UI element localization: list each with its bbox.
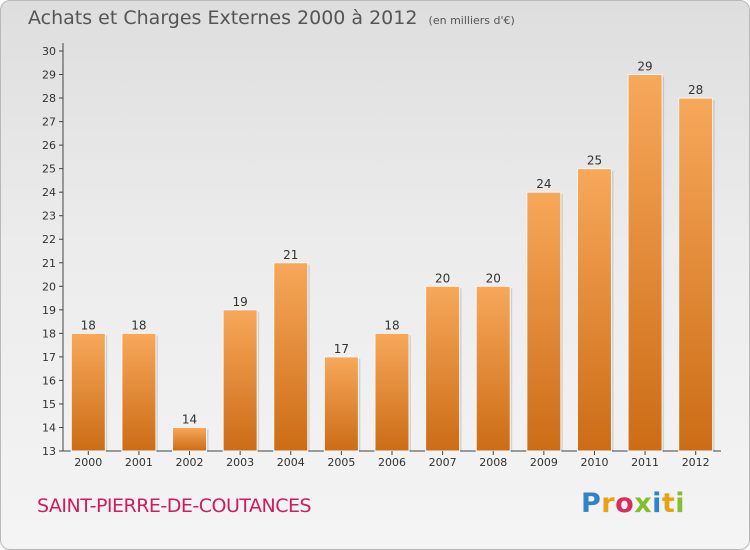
x-tick-label: 2006 bbox=[378, 456, 406, 469]
bar-value-label: 14 bbox=[182, 412, 197, 426]
x-tick-label: 2010 bbox=[580, 456, 608, 469]
x-tick-label: 2005 bbox=[327, 456, 355, 469]
chart-title: Achats et Charges Externes 2000 à 2012 bbox=[28, 7, 418, 29]
y-tick-label: 21 bbox=[42, 257, 56, 270]
x-tick-label: 2007 bbox=[429, 456, 457, 469]
y-tick-label: 15 bbox=[42, 398, 56, 411]
x-tick-label: 2004 bbox=[277, 456, 305, 469]
bar-value-label: 29 bbox=[637, 60, 652, 74]
bar-value-label: 19 bbox=[233, 295, 248, 309]
bar-value-label: 18 bbox=[131, 318, 146, 332]
chart-title-row: Achats et Charges Externes 2000 à 2012 (… bbox=[28, 7, 515, 29]
bar bbox=[323, 356, 359, 452]
bar bbox=[526, 191, 562, 452]
bar-value-label: 18 bbox=[81, 318, 96, 332]
y-tick-label: 24 bbox=[42, 186, 56, 199]
x-tick-label: 2000 bbox=[74, 456, 102, 469]
bar bbox=[678, 97, 714, 452]
bar bbox=[273, 262, 309, 452]
y-tick-label: 30 bbox=[42, 45, 56, 58]
x-tick-label: 2001 bbox=[125, 456, 153, 469]
y-tick-label: 13 bbox=[42, 445, 56, 458]
y-tick-label: 25 bbox=[42, 163, 56, 176]
y-tick-label: 22 bbox=[42, 233, 56, 246]
logo-letter: r bbox=[601, 488, 616, 519]
bar bbox=[172, 426, 208, 452]
x-tick-label: 2011 bbox=[631, 456, 659, 469]
proxiti-logo: Proxiti bbox=[581, 488, 685, 519]
bar-value-label: 24 bbox=[536, 177, 551, 191]
y-tick-label: 23 bbox=[42, 210, 56, 223]
bar bbox=[70, 332, 106, 452]
x-tick-label: 2003 bbox=[226, 456, 254, 469]
x-tick-label: 2012 bbox=[682, 456, 710, 469]
x-tick-label: 2008 bbox=[479, 456, 507, 469]
bar bbox=[576, 168, 612, 452]
bar-value-label: 17 bbox=[334, 342, 349, 356]
bar bbox=[475, 285, 511, 452]
logo-letter: i bbox=[652, 488, 662, 519]
bar-value-label: 20 bbox=[435, 271, 450, 285]
bar bbox=[374, 332, 410, 452]
y-tick-label: 26 bbox=[42, 139, 56, 152]
logo-letter: i bbox=[675, 488, 686, 519]
logo-letter: P bbox=[581, 488, 602, 519]
y-tick-label: 19 bbox=[42, 304, 56, 317]
logo-letter: o bbox=[615, 488, 635, 519]
bar-value-label: 21 bbox=[283, 248, 298, 262]
bar bbox=[222, 309, 258, 452]
bar bbox=[627, 74, 663, 452]
y-tick-label: 18 bbox=[42, 327, 56, 340]
y-tick-label: 29 bbox=[42, 69, 56, 82]
bar bbox=[121, 332, 157, 452]
bar bbox=[425, 285, 461, 452]
y-tick-label: 17 bbox=[42, 351, 56, 364]
y-tick-label: 28 bbox=[42, 92, 56, 105]
logo-letter: t bbox=[661, 488, 676, 519]
chart-unit-note: (en milliers d'€) bbox=[428, 14, 515, 27]
y-tick-label: 20 bbox=[42, 280, 56, 293]
y-tick-label: 16 bbox=[42, 374, 56, 387]
y-tick-label: 27 bbox=[42, 116, 56, 129]
bar-value-label: 20 bbox=[486, 271, 501, 285]
x-tick-label: 2009 bbox=[530, 456, 558, 469]
x-tick-label: 2002 bbox=[176, 456, 204, 469]
bar-value-label: 28 bbox=[688, 83, 703, 97]
y-tick-label: 14 bbox=[42, 421, 56, 434]
bar-value-label: 25 bbox=[587, 154, 602, 168]
commune-name: SAINT-PIERRE-DE-COUTANCES bbox=[37, 495, 312, 517]
bar-value-label: 18 bbox=[384, 318, 399, 332]
logo-letter: x bbox=[634, 488, 653, 519]
